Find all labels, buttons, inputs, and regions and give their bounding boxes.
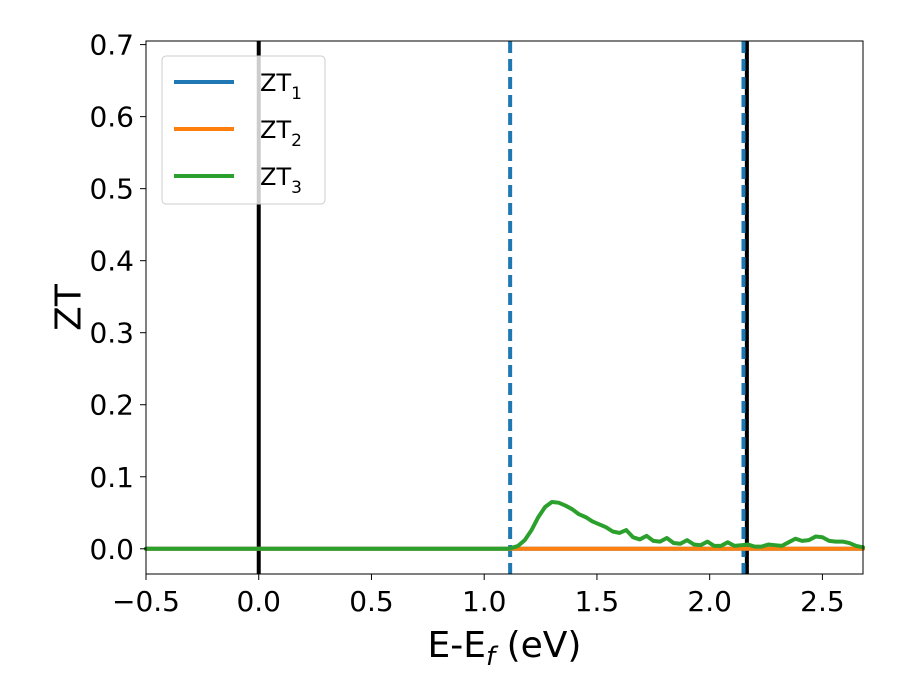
x-tick-label: 2.5 <box>800 585 845 618</box>
legend-label-3: ZT3 <box>260 163 302 198</box>
legend-box <box>161 55 326 205</box>
y-tick-label: 0.3 <box>89 317 134 350</box>
legend-label-main: ZT <box>260 116 291 144</box>
x-axis-title: E-Ef (eV) <box>428 625 582 672</box>
y-tick-label: 0.5 <box>89 173 134 206</box>
x-axis-title-unit: (eV) <box>495 625 581 666</box>
x-tick-label: 1.5 <box>575 585 620 618</box>
x-tick-label: −0.5 <box>112 585 180 618</box>
x-tick-label: 0.0 <box>236 585 281 618</box>
y-tick-label: 0.6 <box>89 101 134 134</box>
legend-label-main: ZT <box>260 163 291 191</box>
y-tick-label: 0.7 <box>89 29 134 62</box>
x-tick-label: 0.5 <box>349 585 394 618</box>
legend-label-subscript: 1 <box>291 84 302 104</box>
legend-label-1: ZT1 <box>260 69 302 104</box>
vertical-reference-lines <box>256 41 749 574</box>
legend-label-subscript: 2 <box>291 131 302 151</box>
x-axis-ticks: −0.5 0.0 0.5 1.0 1.5 2.0 2.5 <box>112 574 845 618</box>
y-tick-label: 0.2 <box>89 389 134 422</box>
x-tick-label: 1.0 <box>462 585 507 618</box>
y-axis-title: ZT <box>49 283 90 331</box>
series-line-3 <box>144 499 865 551</box>
y-tick-label: 0.0 <box>89 533 134 566</box>
y-axis-ticks: 0.0 0.1 0.2 0.3 0.4 0.5 0.6 0.7 <box>89 29 146 566</box>
x-axis-title-main: E-E <box>428 625 486 666</box>
legend-label-subscript: 3 <box>291 178 302 198</box>
y-tick-label: 0.1 <box>89 461 134 494</box>
series-lines <box>144 499 865 551</box>
legend-label-main: ZT <box>260 69 291 97</box>
plot-frame <box>145 40 864 575</box>
x-tick-label: 2.0 <box>687 585 732 618</box>
legend-label-2: ZT2 <box>260 116 302 151</box>
y-tick-label: 0.4 <box>89 245 134 278</box>
